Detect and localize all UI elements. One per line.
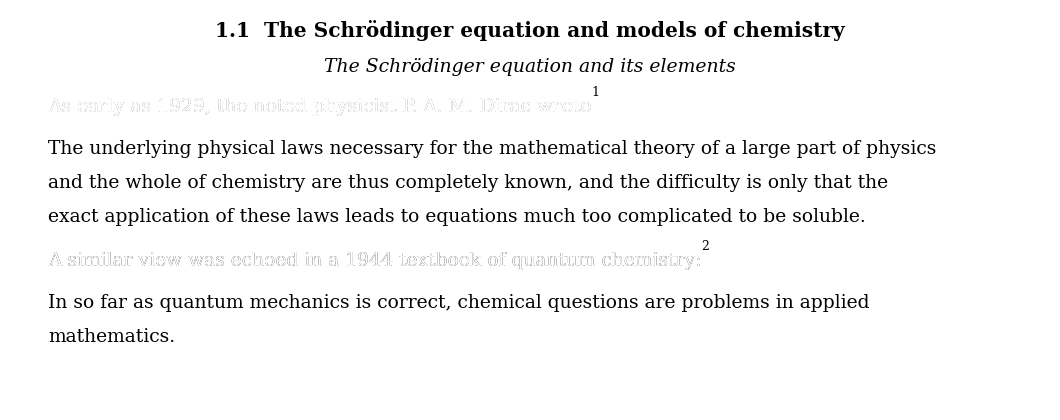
Text: 2: 2: [702, 240, 709, 253]
Text: The Schrödinger equation and its elements: The Schrödinger equation and its element…: [324, 58, 736, 76]
Text: The underlying physical laws necessary for the mathematical theory of a large pa: The underlying physical laws necessary f…: [48, 140, 936, 158]
Text: and the whole of chemistry are thus completely known, and the difficulty is only: and the whole of chemistry are thus comp…: [48, 174, 888, 192]
Text: As early as 1929, the noted physicist P. A. M. Dirac wrote: As early as 1929, the noted physicist P.…: [48, 98, 591, 116]
Text: A similar view was echoed in a 1944 textbook of quantum chemistry:: A similar view was echoed in a 1944 text…: [48, 252, 702, 270]
Text: In so far as quantum mechanics is correct, chemical questions are problems in ap: In so far as quantum mechanics is correc…: [48, 294, 869, 312]
Text: A similar view was echoed in a 1944 textbook of quantum chemistry:: A similar view was echoed in a 1944 text…: [48, 252, 702, 270]
Text: mathematics.: mathematics.: [48, 328, 175, 346]
Text: exact application of these laws leads to equations much too complicated to be so: exact application of these laws leads to…: [48, 208, 866, 226]
Text: As early as 1929, the noted physicist P. A. M. Dirac wrote: As early as 1929, the noted physicist P.…: [48, 98, 591, 116]
Text: 1: 1: [591, 86, 600, 99]
Text: 1.1  The Schrödinger equation and models of chemistry: 1.1 The Schrödinger equation and models …: [215, 20, 845, 41]
Text: As early as 1929, the noted physicist P. A. M. Dirac wrote: As early as 1929, the noted physicist P.…: [48, 98, 591, 116]
